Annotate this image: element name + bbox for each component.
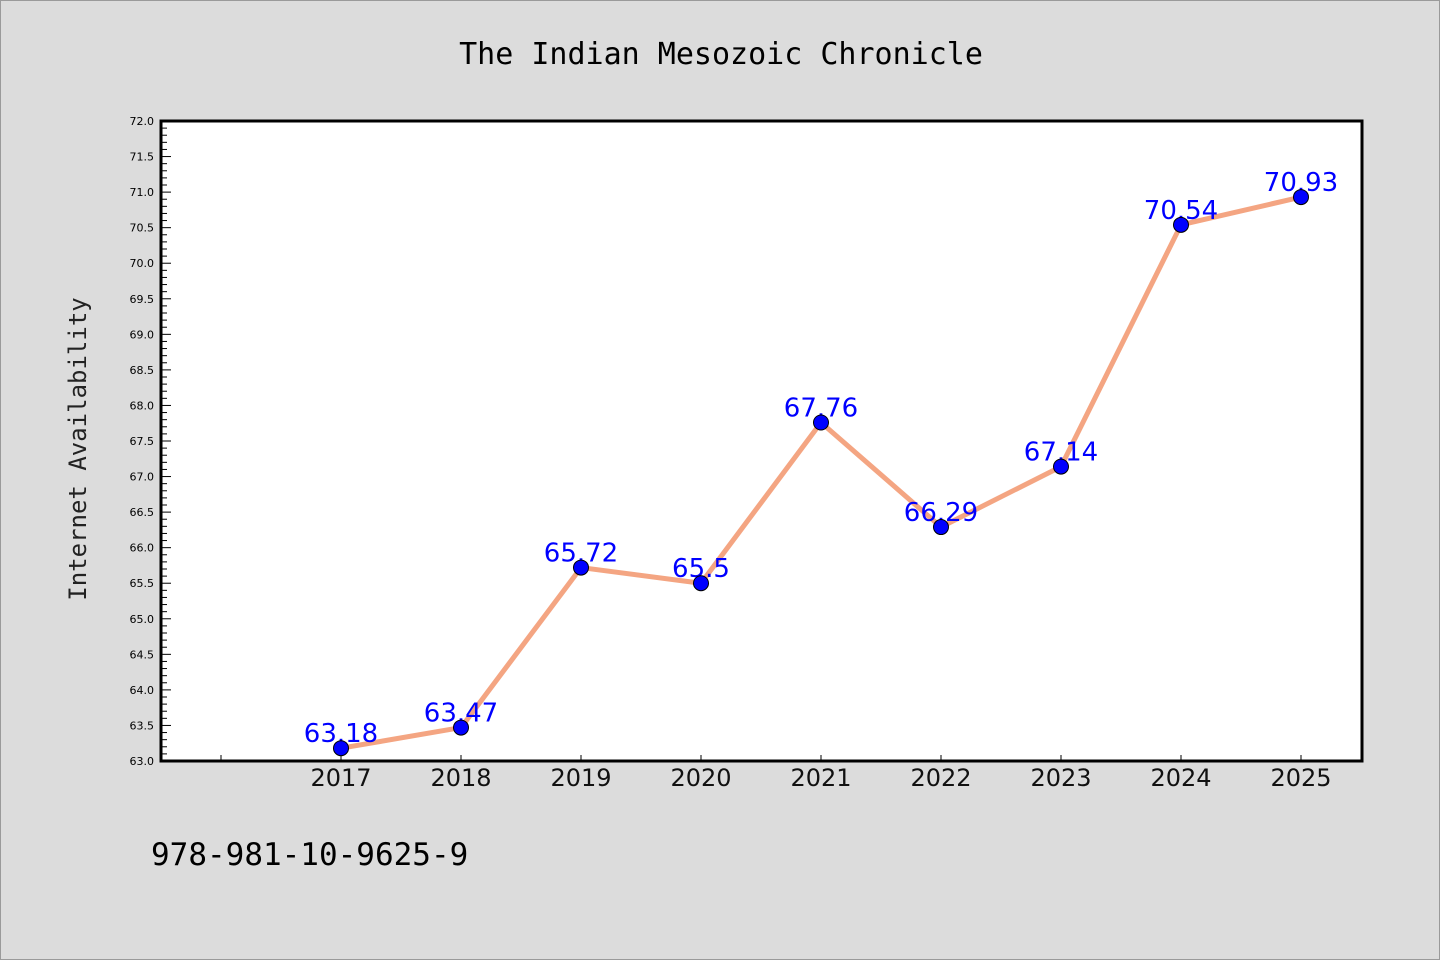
y-axis: 63.0 63.5 64.0 64.5 65.0 65.5 66.0 66.5 67.0 67.5… (130, 115, 171, 768)
x-tick-label: 2020 (670, 764, 731, 792)
y-tick-label: 63.0 (130, 755, 155, 768)
x-tick-label: 2018 (430, 764, 491, 792)
y-tick-label: 65.5 (130, 577, 155, 590)
x-tick-label: 2019 (550, 764, 611, 792)
data-point-marker (453, 719, 469, 736)
y-tick-label: 70.0 (130, 257, 155, 270)
data-point-marker (693, 575, 709, 592)
y-tick-label: 66.0 (130, 542, 155, 555)
plot-area (159, 119, 1364, 763)
x-tick-label: 2024 (1150, 764, 1211, 792)
y-tick-label: 66.5 (130, 506, 155, 519)
y-tick-label: 65.0 (130, 613, 155, 626)
data-point-marker (1173, 216, 1189, 233)
y-tick-label: 64.0 (130, 684, 155, 697)
chart-title: The Indian Mesozoic Chronicle (459, 37, 983, 72)
x-tick-label: 2017 (310, 764, 371, 792)
y-tick-label: 68.0 (130, 399, 155, 412)
y-tick-label: 64.5 (130, 648, 155, 661)
y-tick-label: 71.5 (130, 151, 155, 164)
y-tick-label: 70.5 (130, 222, 155, 235)
y-tick-label: 68.5 (130, 364, 155, 377)
y-tick-label: 69.5 (130, 293, 155, 306)
data-point-marker (1293, 189, 1309, 206)
y-tick-label: 72.0 (130, 115, 155, 128)
y-tick-label: 69.0 (130, 328, 155, 341)
data-series: 63.1863.4765.7265.567.7666.2967.1470.547… (304, 168, 1338, 757)
y-tick-label: 67.0 (130, 471, 155, 484)
y-tick-label: 63.5 (130, 719, 155, 732)
y-tick-label: 67.5 (130, 435, 155, 448)
x-tick-label: 2023 (1030, 764, 1091, 792)
data-point-marker (1053, 458, 1069, 475)
data-point-marker (573, 559, 589, 576)
y-tick-label: 71.0 (130, 186, 155, 199)
data-point-marker (333, 740, 349, 757)
x-tick-label: 2022 (910, 764, 971, 792)
data-point-marker (933, 519, 949, 536)
x-axis: 2017 2018 2019 2020 2021 2022 2023 2024 2025 (220, 755, 1332, 792)
isbn-text: 978-981-10-9625-9 (151, 837, 468, 873)
data-point-marker (813, 414, 829, 431)
y-axis-label: Internet Availability (64, 297, 92, 600)
x-tick-label: 2025 (1270, 764, 1331, 792)
x-tick-label: 2021 (790, 764, 851, 792)
